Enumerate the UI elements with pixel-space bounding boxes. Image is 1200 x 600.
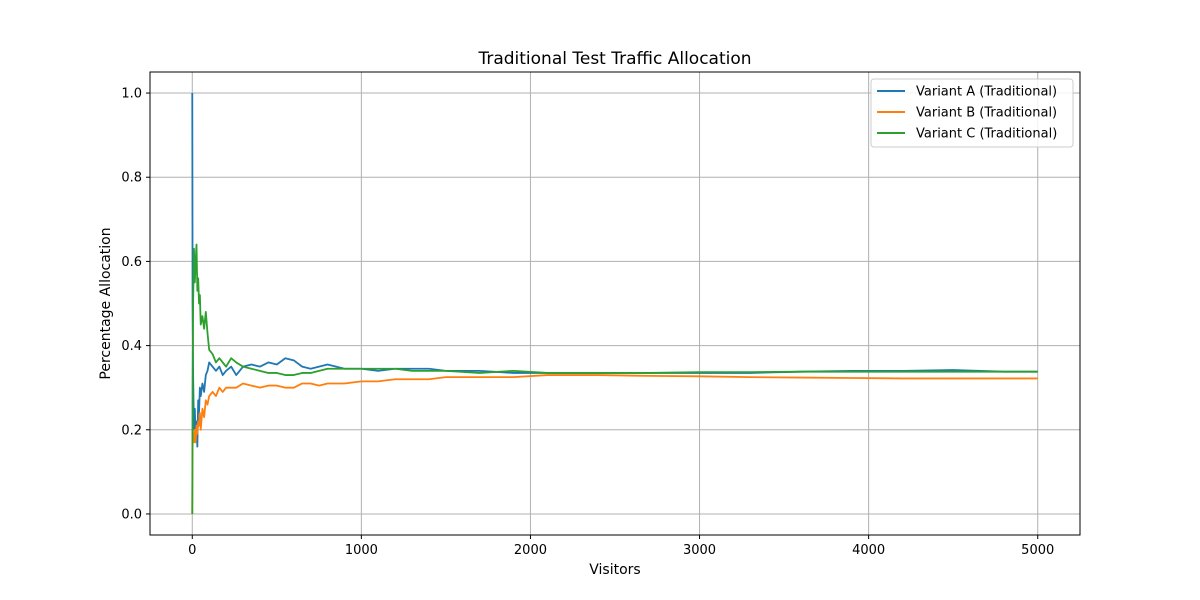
series-line-c [191,243,1038,514]
axes-frame [149,71,1081,536]
y-tick-label: 1.0 [121,87,142,102]
legend: Variant A (Traditional) Variant B (Tradit… [870,78,1074,148]
y-tick-label: 0.2 [121,423,142,438]
y-tick-label: 0.6 [121,255,142,270]
y-axis-label: Percentage Allocation [98,227,114,379]
x-tick-label: 0 [188,543,196,558]
x-axis-label: Visitors [589,562,640,578]
legend-entry: Variant C (Traditional) [916,127,1057,142]
legend-entry: Variant A (Traditional) [916,85,1057,100]
x-tick-label: 5000 [1021,543,1054,558]
grid [150,72,1080,535]
y-tick-label: 0.8 [121,171,142,186]
series-line-b [191,374,1038,514]
x-tick-label: 2000 [514,543,547,558]
x-axis-ticks: 0 1000 2000 3000 4000 5000 [188,535,1054,558]
x-tick-label: 4000 [852,543,885,558]
y-tick-label: 0.4 [121,339,142,354]
y-axis-ticks: 0.0 0.2 0.4 0.6 0.8 1.0 [121,87,150,522]
x-tick-label: 1000 [345,543,378,558]
plot-area [191,93,1038,514]
y-tick-label: 0.0 [121,507,142,522]
chart-title: Traditional Test Traffic Allocation [477,49,751,69]
legend-entry: Variant B (Traditional) [916,106,1057,121]
legend-box [870,78,1074,148]
x-tick-label: 3000 [683,543,716,558]
series-layer [191,93,1038,514]
